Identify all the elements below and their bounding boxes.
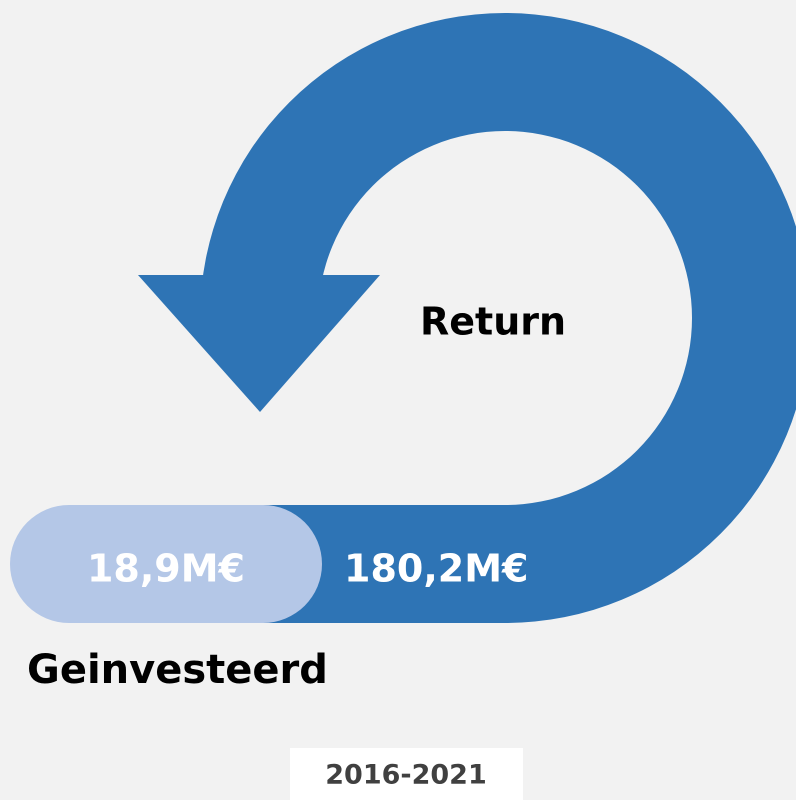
period-box bbox=[290, 748, 523, 800]
invested-pill bbox=[10, 505, 322, 623]
period: 2016-2021 bbox=[325, 760, 487, 791]
invested-label: Geinvesteerd bbox=[27, 647, 328, 693]
return-amount: 180,2M€ bbox=[344, 547, 528, 591]
arrow-head bbox=[138, 275, 380, 412]
invested-amount: 18,9M€ bbox=[87, 547, 245, 591]
return-loop bbox=[200, 13, 796, 623]
return-label: Return bbox=[420, 300, 566, 344]
